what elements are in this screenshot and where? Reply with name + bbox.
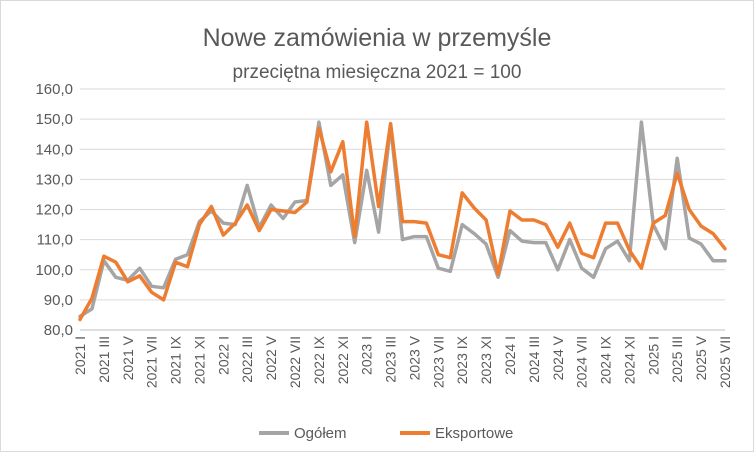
x-tick-label: 2022 III <box>239 336 255 383</box>
x-tick-label: 2023 III <box>383 336 399 383</box>
x-tick-label: 2025 V <box>693 335 709 380</box>
y-tick-label: 150,0 <box>35 111 73 128</box>
x-tick-label: 2025 I <box>645 336 661 375</box>
y-tick-label: 110,0 <box>37 232 73 249</box>
y-tick-label: 160,0 <box>35 81 73 98</box>
x-tick-label: 2021 XI <box>191 336 207 384</box>
x-tick-label: 2024 I <box>502 336 518 375</box>
x-axis-tick-labels: 2021 I 2021 III 2021 V 2021 VII 2021 IX 2021 … <box>72 335 733 388</box>
y-tick-label: 120,0 <box>35 202 73 219</box>
x-tick-label: 2021 VII <box>144 336 160 388</box>
x-tick-label: 2021 V <box>120 335 136 380</box>
y-axis-tick-labels: 80,0 90,0 100,0 110,0 120,0 130,0 140,0 150,0 16… <box>35 81 73 339</box>
x-tick-label: 2022 V <box>263 335 279 380</box>
y-tick-label: 90,0 <box>44 292 73 309</box>
x-tick-label: 2021 IX <box>168 335 184 384</box>
legend: Ogółem Eksportowe <box>259 425 513 442</box>
y-tick-label: 80,0 <box>44 322 73 339</box>
x-tick-label: 2022 IX <box>311 335 327 384</box>
x-tick-label: 2022 I <box>215 336 231 375</box>
x-tick-label: 2023 XI <box>478 336 494 384</box>
x-tick-label: 2023 IX <box>454 335 470 384</box>
x-tick-label: 2022 XI <box>335 336 351 384</box>
chart-title: Nowe zamówienia w przemyśle <box>203 24 552 52</box>
x-tick-label: 2024 III <box>526 336 542 383</box>
legend-label: Ogółem <box>294 425 347 442</box>
legend-label: Eksportowe <box>435 425 513 442</box>
y-tick-label: 100,0 <box>35 262 73 279</box>
x-tick-label: 2024 VII <box>574 336 590 388</box>
x-tick-label: 2024 V <box>550 335 566 380</box>
y-tick-label: 140,0 <box>35 141 73 158</box>
x-tick-label: 2023 V <box>406 335 422 380</box>
x-tick-label: 2022 VII <box>287 336 303 388</box>
series-line-ogółem <box>78 120 727 319</box>
x-tick-label: 2023 I <box>359 336 375 375</box>
chart-subtitle: przeciętna miesięczna 2021 = 100 <box>233 62 522 83</box>
x-tick-label: 2024 XI <box>621 336 637 384</box>
x-tick-label: 2025 VII <box>717 336 733 388</box>
x-tick-label: 2024 IX <box>598 335 614 384</box>
x-tick-label: 2021 III <box>96 336 112 383</box>
x-tick-label: 2023 VII <box>430 336 446 388</box>
y-tick-label: 130,0 <box>35 171 73 188</box>
x-tick-label: 2021 I <box>72 336 88 375</box>
series-line-eksportowe <box>78 120 727 322</box>
x-tick-label: 2025 III <box>669 336 685 383</box>
series-lines <box>78 120 727 322</box>
